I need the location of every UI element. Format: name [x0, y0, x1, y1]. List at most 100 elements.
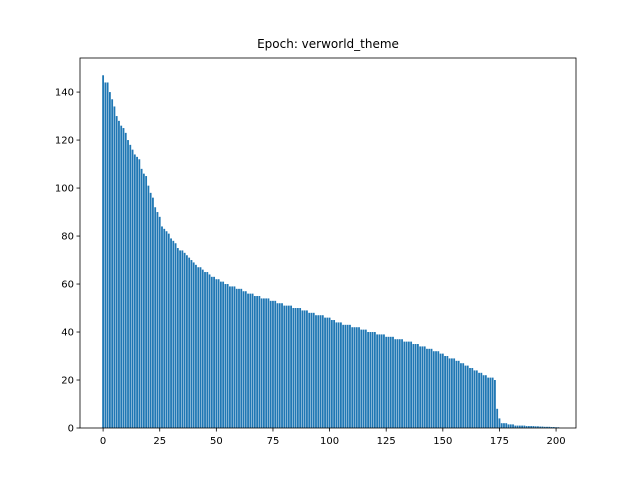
bar	[534, 426, 537, 428]
bar	[188, 257, 191, 428]
chart-title: Epoch: verworld_theme	[257, 37, 399, 51]
bar	[265, 298, 268, 428]
y-tick-label: 100	[55, 184, 74, 195]
bar	[471, 368, 474, 428]
bar	[435, 351, 437, 428]
bar	[267, 298, 270, 428]
bar	[376, 334, 379, 428]
bar	[421, 346, 424, 428]
bar	[482, 375, 485, 428]
bar	[179, 250, 182, 428]
bar	[138, 159, 141, 428]
bar	[296, 308, 299, 428]
bar	[394, 339, 397, 428]
bar	[249, 293, 252, 428]
bar	[514, 425, 517, 428]
x-tick-label: 25	[153, 436, 166, 447]
bar	[525, 426, 528, 428]
bar	[360, 329, 363, 428]
bar	[432, 351, 435, 428]
bar	[446, 356, 449, 428]
bar	[389, 336, 392, 428]
y-tick-label: 0	[68, 424, 74, 435]
bar	[292, 308, 295, 428]
bar	[140, 168, 143, 429]
bar	[213, 276, 215, 428]
bar	[469, 368, 471, 428]
bar	[172, 240, 175, 428]
bar	[387, 336, 390, 428]
bar	[127, 140, 129, 428]
bar	[491, 377, 494, 428]
y-tick-label: 80	[61, 232, 74, 243]
bar	[333, 320, 336, 428]
bar	[321, 315, 324, 428]
bar	[337, 322, 340, 428]
bar	[478, 372, 480, 428]
y-tick-label: 20	[61, 376, 74, 387]
bar	[104, 82, 107, 429]
bar	[274, 300, 277, 428]
x-tick-label: 100	[320, 436, 339, 447]
bar	[539, 426, 542, 428]
x-tick-label: 75	[267, 436, 280, 447]
bar	[457, 360, 460, 428]
bar	[201, 269, 204, 428]
bar	[328, 317, 331, 428]
bar	[131, 149, 134, 428]
bar	[294, 308, 297, 428]
bar	[516, 425, 519, 428]
bar	[290, 305, 292, 428]
bar	[550, 427, 553, 428]
x-tick-label: 50	[210, 436, 223, 447]
bar	[523, 425, 526, 428]
bar	[224, 284, 227, 428]
bar	[165, 231, 168, 428]
bar	[340, 322, 342, 428]
bar	[383, 334, 385, 428]
bar	[441, 353, 444, 428]
bar	[122, 128, 125, 428]
bar	[500, 423, 503, 428]
bar	[362, 329, 365, 428]
bar	[473, 370, 476, 428]
bar	[552, 427, 555, 428]
bar	[142, 173, 145, 428]
bar	[312, 312, 315, 428]
bar	[498, 418, 501, 428]
bar	[464, 365, 467, 428]
bar	[303, 310, 306, 428]
bar	[353, 327, 356, 428]
bar	[349, 324, 351, 428]
bar	[161, 226, 163, 428]
y-tick-label: 120	[55, 136, 74, 147]
bar	[512, 424, 514, 428]
bar	[253, 296, 256, 428]
bar	[251, 293, 254, 428]
bar	[367, 332, 369, 428]
bar	[324, 317, 326, 428]
bar	[505, 423, 508, 428]
bar	[426, 348, 428, 428]
bar	[185, 255, 188, 428]
bar	[537, 426, 539, 428]
bar	[496, 408, 499, 428]
bar	[439, 353, 442, 428]
bar	[417, 344, 419, 428]
bar	[344, 324, 347, 428]
bar	[204, 272, 206, 428]
bar	[494, 380, 496, 428]
bar	[430, 348, 433, 428]
plot-frame	[79, 57, 577, 429]
bar	[195, 264, 197, 428]
bar	[269, 300, 272, 428]
bar	[181, 250, 184, 428]
bar	[149, 192, 152, 428]
bar	[450, 358, 453, 428]
bar	[145, 176, 148, 428]
bar	[448, 358, 451, 428]
bar	[310, 312, 313, 428]
y-tick-label: 60	[61, 280, 74, 291]
bar	[351, 327, 354, 428]
bar	[183, 252, 186, 428]
